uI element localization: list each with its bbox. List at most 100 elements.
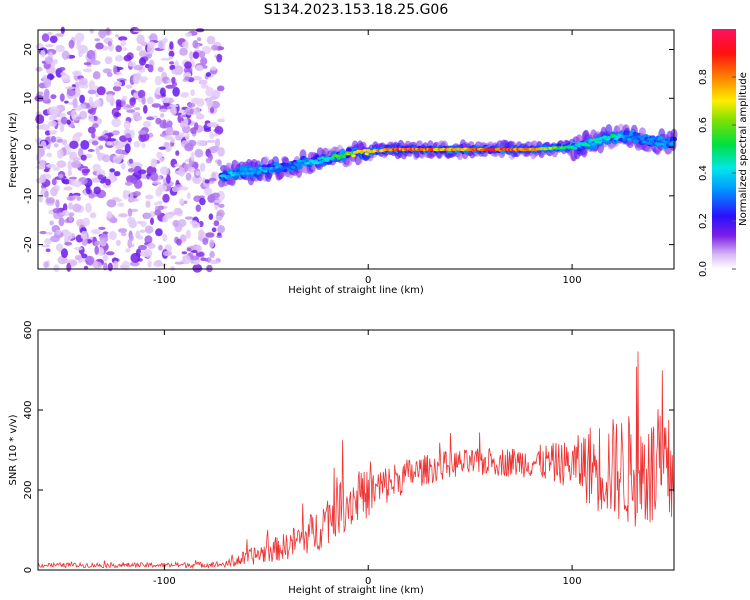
noise-speckle [143, 104, 148, 114]
noise-speckle [134, 107, 141, 111]
noise-speckle [115, 149, 125, 155]
ridge-core [243, 167, 249, 171]
noise-speckle [72, 180, 82, 188]
ridge-core [659, 142, 664, 146]
noise-speckle [174, 163, 180, 167]
noise-speckle [83, 68, 93, 73]
noise-speckle [143, 212, 151, 219]
noise-speckle [107, 138, 117, 142]
y-tick-label: 20 [23, 43, 34, 56]
noise-speckle [68, 39, 75, 49]
noise-speckle [158, 244, 163, 251]
noise-speckle [94, 245, 99, 255]
noise-speckle [208, 213, 214, 220]
colorbar-label: Normalized spectral amplitude [738, 72, 749, 226]
noise-speckle [117, 202, 125, 207]
noise-speckle [113, 112, 122, 117]
noise-speckle [88, 114, 95, 122]
noise-speckle [202, 237, 209, 245]
noise-speckle [63, 186, 73, 191]
noise-speckle [106, 72, 113, 77]
noise-speckle [77, 132, 83, 137]
noise-speckle [195, 65, 204, 71]
noise-speckle [65, 86, 75, 90]
noise-speckle [154, 75, 163, 86]
noise-speckle [72, 98, 78, 108]
noise-speckle [198, 79, 208, 85]
ridge-core [229, 171, 234, 175]
noise-speckle [113, 81, 122, 87]
noise-speckle [55, 229, 62, 235]
ridge-core [294, 163, 299, 166]
noise-speckle [121, 95, 128, 101]
noise-speckle [168, 56, 173, 60]
noise-speckle [213, 220, 220, 227]
noise-speckle [177, 219, 187, 228]
noise-speckle [168, 50, 175, 58]
noise-speckle [133, 64, 143, 71]
noise-speckle [208, 177, 217, 182]
noise-speckle [197, 37, 202, 42]
ridge-core [625, 134, 630, 138]
noise-speckle [179, 47, 188, 56]
ridge-core [263, 169, 268, 173]
noise-speckle [118, 36, 128, 41]
noise-speckle [41, 244, 51, 248]
noise-speckle [132, 191, 141, 197]
noise-speckle [58, 217, 65, 227]
noise-speckle [113, 260, 119, 270]
noise-speckle [45, 197, 55, 204]
noise-speckle [75, 87, 81, 97]
noise-speckle [39, 230, 47, 235]
noise-speckle [150, 172, 159, 182]
noise-speckle [68, 212, 75, 217]
noise-speckle [150, 158, 158, 166]
noise-speckle [192, 51, 200, 59]
noise-speckle [184, 32, 193, 37]
noise-speckle [91, 132, 96, 139]
noise-speckle [96, 89, 105, 94]
noise-speckle [72, 157, 81, 161]
noise-speckle [199, 162, 206, 172]
noise-speckle [94, 99, 102, 108]
noise-speckle [206, 122, 215, 127]
noise-speckle [92, 163, 102, 172]
noise-speckle [120, 163, 126, 170]
snr-ticks: -100 0 100 0 200 400 600 [23, 320, 674, 587]
noise-speckle [121, 260, 131, 271]
noise-speckle [136, 45, 143, 51]
ridge-core [656, 143, 661, 147]
spectrogram-x-axis-label: Height of straight line (km) [288, 285, 424, 296]
x-tick-label: -100 [153, 576, 176, 587]
noise-speckle [102, 254, 109, 262]
noise-speckle [206, 35, 216, 45]
noise-speckle [124, 143, 131, 154]
y-tick-label: -10 [23, 188, 34, 204]
ridge-core [330, 156, 335, 160]
noise-speckle [209, 250, 215, 259]
ridge-core [362, 149, 368, 152]
noise-speckle [71, 160, 82, 169]
noise-speckle [121, 232, 127, 237]
noise-speckle [66, 119, 71, 125]
noise-speckle [159, 166, 169, 176]
ridge-core [250, 171, 255, 175]
ridge-core [325, 159, 330, 162]
noise-speckle [47, 31, 53, 36]
noise-speckle [49, 35, 58, 44]
noise-speckle [66, 195, 76, 201]
noise-speckle [122, 189, 129, 200]
noise-speckle [95, 42, 104, 50]
noise-speckle [49, 220, 54, 226]
ridge-core [589, 138, 594, 142]
noise-speckle [216, 53, 223, 63]
colorbar-tick-label: 0.6 [698, 117, 709, 133]
noise-speckle [184, 61, 192, 69]
noise-speckle [182, 254, 191, 265]
noise-speckle [180, 120, 185, 129]
noise-speckle [53, 210, 61, 220]
noise-speckle [210, 145, 220, 151]
noise-speckle [88, 193, 95, 199]
